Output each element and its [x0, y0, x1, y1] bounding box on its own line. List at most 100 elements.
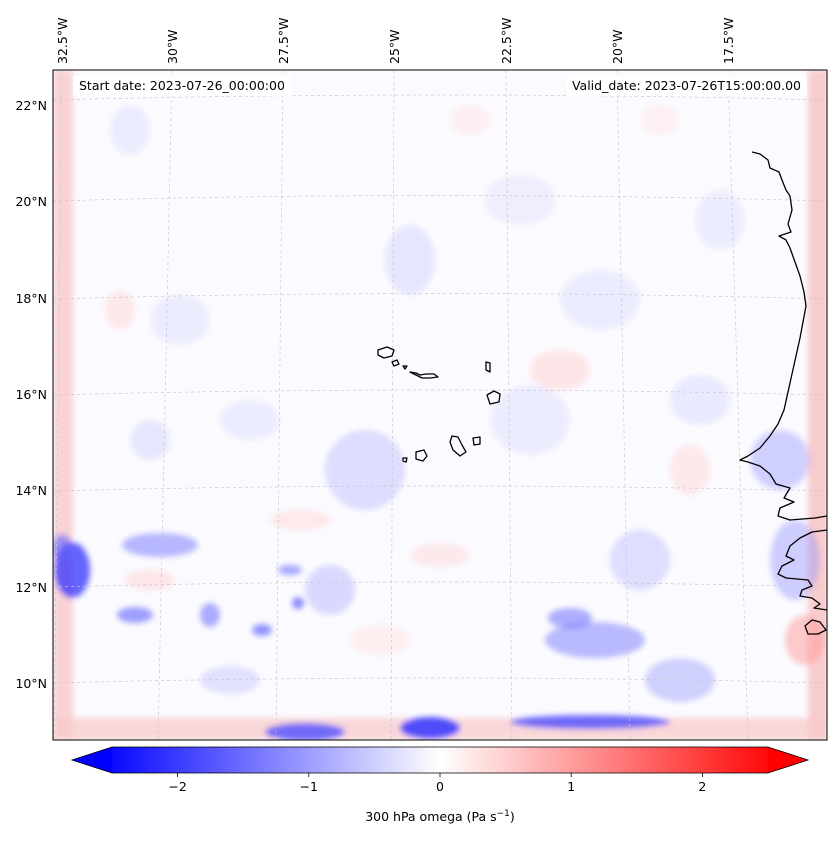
cape-verde-boa-vista [486, 390, 501, 405]
cape-verde-sal [485, 361, 491, 373]
cape-verde-sao-vicente [391, 359, 400, 367]
meridian-17-5w [727, 70, 749, 740]
omega-field [53, 70, 827, 740]
field-blob [385, 225, 435, 295]
field-blob [292, 597, 304, 609]
colorbar-label-tail: ) [510, 809, 515, 824]
colorbar-outline [70, 746, 810, 774]
lat-label: 20°N [15, 194, 47, 209]
colorbar-label: 300 hPa omega (Pa s−1) [365, 809, 515, 824]
field-blob [110, 105, 150, 155]
lat-label: 22°N [15, 98, 47, 113]
field-blob [220, 400, 280, 440]
colorbar-label-superscript: −1 [497, 809, 510, 819]
meridian-32-5w [53, 70, 63, 740]
field-blob [695, 190, 745, 250]
field-blob [640, 105, 680, 135]
lon-label: 32.5°W [55, 18, 70, 64]
lon-label: 30°W [165, 29, 180, 64]
field-blob [252, 624, 272, 636]
cape-verde-santiago [449, 435, 467, 457]
parallel-18n [53, 293, 827, 300]
start-date-text: Start date: 2023-07-26_00:00:00 [79, 78, 285, 93]
field-blob [278, 565, 302, 575]
cape-verde-maio [472, 436, 481, 446]
field-blob [265, 723, 345, 740]
lon-label: 20°W [610, 29, 625, 64]
lon-label: 17.5°W [721, 18, 736, 64]
valid-date-box: Valid_date: 2023-07-26T15:00:00.00 [565, 76, 807, 96]
lon-label: 27.5°W [276, 18, 291, 64]
meridian-25w [390, 70, 395, 740]
latitude-labels: 22°N 20°N 18°N 16°N 14°N 12°N 10°N [15, 98, 47, 691]
colorbar-tick-label: −2 [168, 779, 186, 794]
field-blob [305, 565, 355, 615]
field-blob [670, 445, 710, 495]
field-blob [490, 385, 570, 455]
valid-date-text: Valid_date: 2023-07-26T15:00:00.00 [571, 78, 801, 93]
colorbar-ticks [177, 773, 703, 777]
field-blob [670, 375, 730, 425]
coastlines [377, 151, 827, 635]
field-edge-left [53, 70, 73, 740]
longitude-labels: 32.5°W 30°W 27.5°W 25°W 22.5°W 20°W 17.5… [55, 18, 736, 64]
parallel-22n [53, 94, 827, 101]
plot-frame [52, 69, 828, 741]
field-blob [130, 420, 170, 460]
field-blob [122, 533, 198, 557]
field-blob [410, 543, 470, 567]
colorbar-ramp [112, 747, 768, 773]
field-blob [270, 510, 330, 530]
meridian-22-5w [505, 70, 513, 740]
field-blob [645, 658, 715, 702]
colorbar-extend-right [768, 747, 808, 773]
lat-label: 16°N [15, 387, 47, 402]
graticule [53, 70, 827, 740]
lon-label: 25°W [387, 29, 402, 64]
colorbar-tick-label: 1 [567, 779, 575, 794]
field-blob [485, 175, 555, 225]
lon-label: 22.5°W [499, 18, 514, 64]
coastline-south-part [777, 529, 827, 611]
field-blob [105, 290, 135, 330]
cape-verde-santo-antao [377, 346, 395, 359]
cape-verde-fogo [415, 449, 428, 462]
colorbar: −2 −1 0 1 2 300 hPa omega (Pa s−1) [70, 746, 810, 824]
meridian-27-5w [275, 70, 284, 740]
field-blob [53, 534, 72, 562]
colorbar-tick-label: −1 [300, 779, 318, 794]
parallel-20n [53, 195, 827, 202]
field-blob [200, 603, 220, 627]
field-blob [450, 105, 490, 135]
cape-verde-santa-luzia [402, 365, 408, 370]
parallel-10n [53, 677, 827, 684]
parallel-12n [53, 581, 827, 588]
lat-label: 14°N [15, 483, 47, 498]
colorbar-tick-label: 2 [698, 779, 706, 794]
coastline-islands-south [804, 619, 827, 635]
parallel-16n [53, 389, 827, 396]
meridian-30w [157, 70, 173, 740]
field-blob [545, 622, 645, 658]
field-blob [350, 625, 410, 655]
colorbar-extend-left [72, 747, 112, 773]
colorbar-tick-labels: −2 −1 0 1 2 [168, 779, 706, 794]
africa-coastline [739, 151, 827, 521]
field-blob [125, 570, 175, 590]
field-blob [548, 608, 592, 628]
field-blob [610, 530, 670, 590]
field-blob [150, 295, 210, 345]
field-blob [510, 715, 670, 729]
lat-label: 12°N [15, 580, 47, 595]
field-blob [530, 350, 590, 390]
field-blob [750, 430, 810, 490]
field-blob [400, 717, 460, 739]
start-date-box: Start date: 2023-07-26_00:00:00 [73, 76, 291, 96]
parallel-14n [53, 485, 827, 492]
field-blob [117, 607, 153, 623]
lat-label: 10°N [15, 676, 47, 691]
colorbar-label-main: 300 hPa omega (Pa s [365, 809, 496, 824]
lat-label: 18°N [15, 291, 47, 306]
